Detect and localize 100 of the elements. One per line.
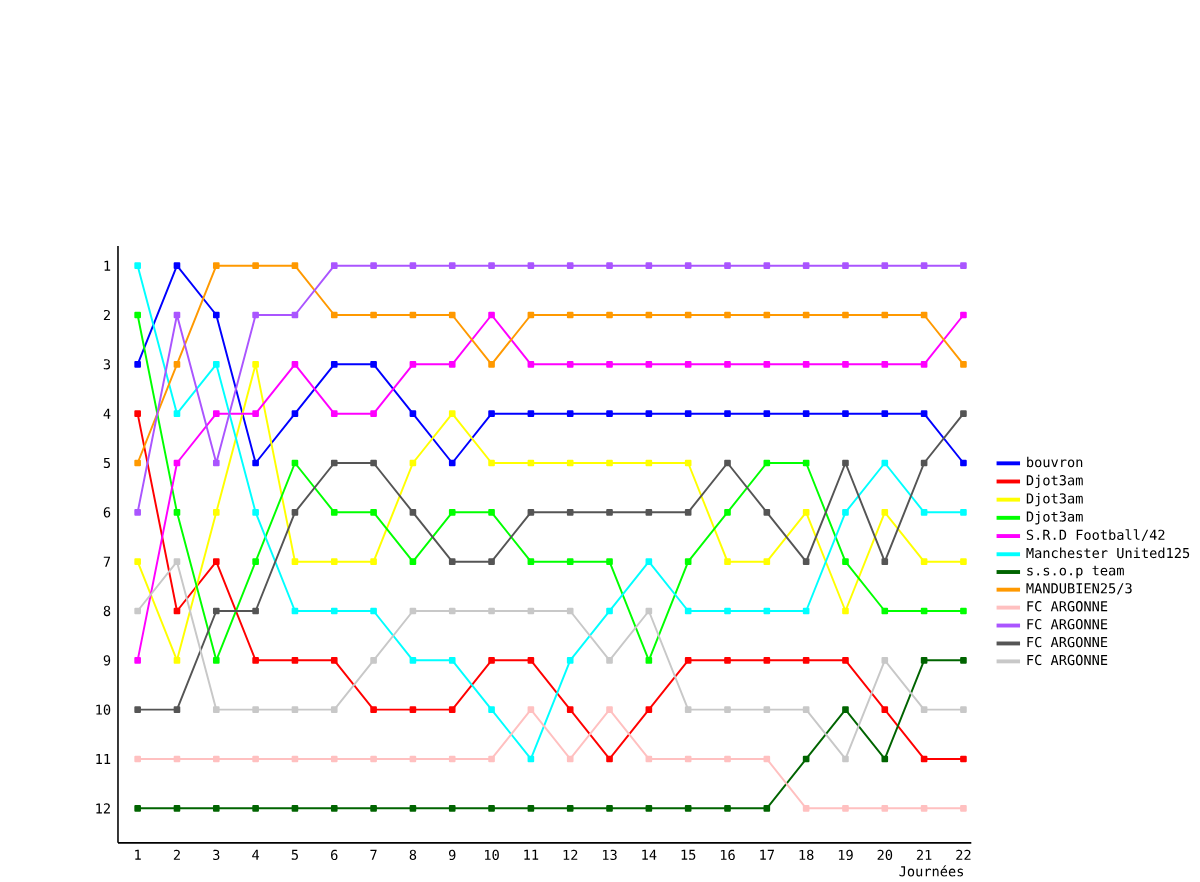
point [448,557,456,565]
point [881,705,889,713]
point [960,311,967,318]
point [802,360,810,368]
point [370,409,377,417]
point [527,409,535,417]
point [448,607,456,614]
point [134,508,141,516]
point [606,656,613,664]
point [330,804,338,812]
point [566,607,574,614]
point [920,409,928,417]
point [606,557,613,565]
point [252,311,259,318]
point [881,261,889,269]
point [645,656,653,664]
point [842,261,849,269]
point [960,705,967,713]
point [842,360,849,368]
point [252,755,259,762]
point [370,755,377,762]
point [409,804,417,812]
point [763,656,771,664]
point [291,360,299,368]
point [960,360,967,368]
point [330,459,338,466]
point [606,360,613,368]
point [724,755,731,762]
point [920,508,928,516]
point [606,508,613,516]
point [252,656,259,664]
point [370,656,377,664]
point [881,360,889,368]
point [566,409,574,417]
point [252,705,259,713]
point [370,557,377,565]
point [802,656,810,664]
point [920,804,928,812]
point [645,459,653,466]
point [684,607,692,614]
point [645,705,653,713]
point [606,409,613,417]
point [212,557,220,565]
point [960,607,967,614]
point [802,311,810,318]
point [684,557,692,565]
point [448,705,456,713]
point [724,557,731,565]
point [881,508,889,516]
point [212,311,220,318]
point [527,508,535,516]
point [134,607,141,614]
point [684,459,692,466]
point [330,311,338,318]
point [566,508,574,516]
point [960,804,967,812]
point [527,311,535,318]
point [763,360,771,368]
point [842,656,849,664]
point [881,755,889,762]
point [330,755,338,762]
point [212,755,220,762]
point [173,508,181,516]
point [291,656,299,664]
point [409,656,417,664]
point [291,508,299,516]
point [448,459,456,466]
point [488,804,495,812]
point [527,360,535,368]
point [291,755,299,762]
point [684,705,692,713]
point [763,261,771,269]
point [763,557,771,565]
point [488,409,495,417]
point [842,804,849,812]
point [212,607,220,614]
point [960,261,967,269]
point [409,360,417,368]
point [527,261,535,269]
point [409,311,417,318]
point [173,607,181,614]
point [606,311,613,318]
point [763,409,771,417]
point [566,557,574,565]
point [134,261,141,269]
point [684,755,692,762]
point [291,607,299,614]
point [330,656,338,664]
point [684,409,692,417]
point [212,804,220,812]
point [842,409,849,417]
point [330,409,338,417]
point [645,409,653,417]
point [724,804,731,812]
point [448,755,456,762]
point [684,656,692,664]
point [448,409,456,417]
point [566,804,574,812]
point [842,459,849,466]
point [920,705,928,713]
